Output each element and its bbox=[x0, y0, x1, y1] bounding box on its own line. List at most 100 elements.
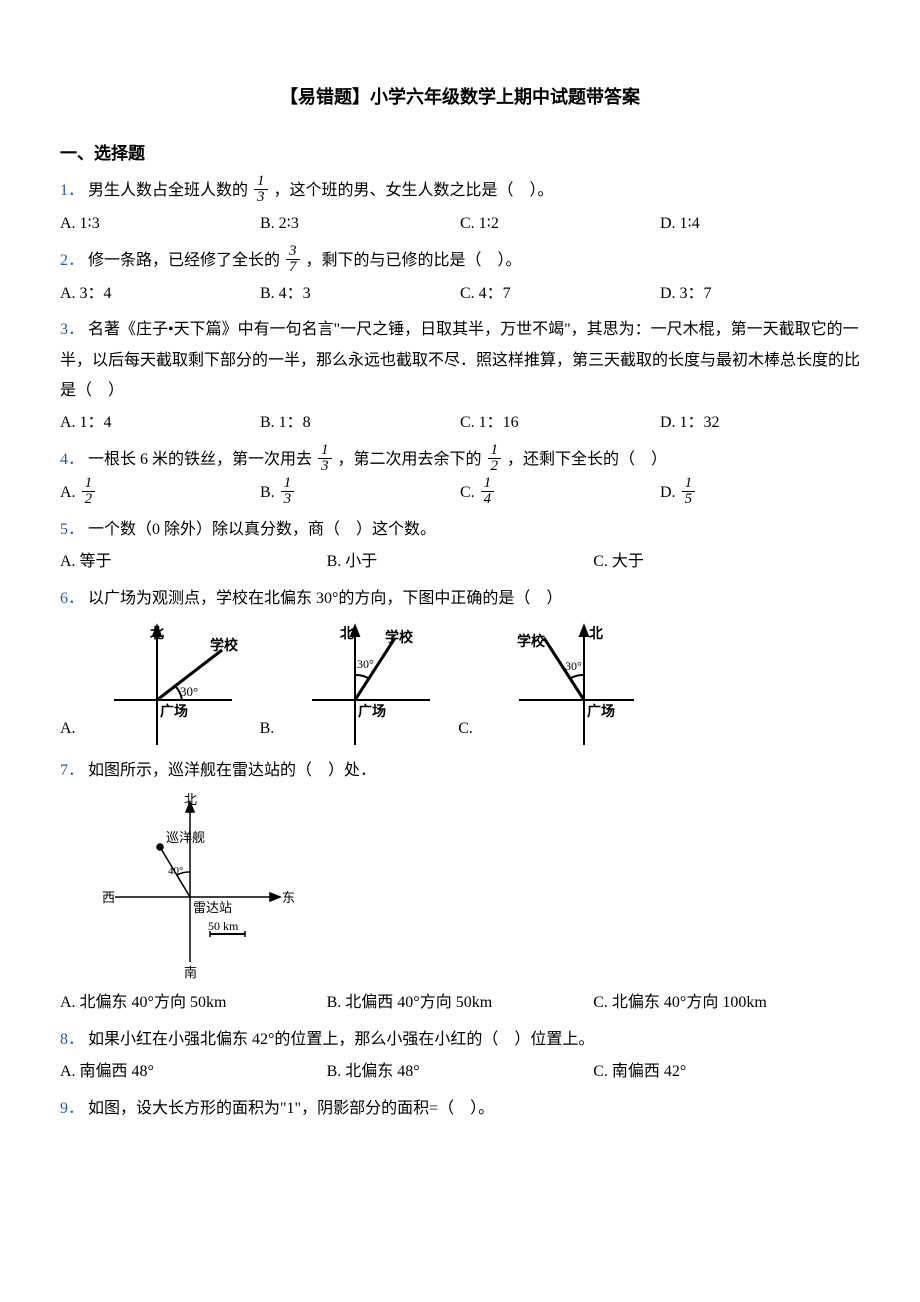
question-8: 8． 如果小红在小强北偏东 42°的位置上，那么小强在小红的（ ）位置上。 bbox=[60, 1025, 860, 1055]
option-a: A. 1∶3 bbox=[60, 209, 260, 239]
q4-text3: ，还剩下全长的（ ） bbox=[507, 451, 667, 468]
question-4: 4． 一根长 6 米的铁丝，第一次用去 1 3 ，第二次用去余下的 1 2 ，还… bbox=[60, 445, 860, 476]
denominator: 5 bbox=[682, 492, 696, 507]
numerator: 1 bbox=[682, 476, 696, 492]
numerator: 1 bbox=[488, 443, 502, 459]
q7-figure: 北 南 东 西 巡洋舰 雷达站 40° 50 km bbox=[100, 792, 860, 982]
option-b: B. 北偏东 48° bbox=[327, 1057, 594, 1087]
denominator: 2 bbox=[82, 492, 96, 507]
svg-text:南: 南 bbox=[184, 965, 197, 980]
q1-text1: 男生人数占全班人数的 bbox=[88, 183, 248, 200]
numerator: 1 bbox=[254, 174, 268, 190]
option-a: A. 3：4 bbox=[60, 279, 260, 309]
denominator: 7 bbox=[286, 260, 300, 275]
numerator: 1 bbox=[481, 476, 495, 492]
q5-text: 一个数（0 除外）除以真分数，商（ ）这个数。 bbox=[88, 521, 436, 538]
option-a: A. 北偏东 40°方向 50km bbox=[60, 988, 327, 1018]
option-c: C. 南偏西 42° bbox=[593, 1057, 860, 1087]
q4-text1: 一根长 6 米的铁丝，第一次用去 bbox=[88, 451, 312, 468]
fraction: 1 2 bbox=[488, 443, 502, 474]
question-7: 7． 如图所示，巡洋舰在雷达站的（ ）处． bbox=[60, 756, 860, 786]
q5-options: A. 等于 B. 小于 C. 大于 bbox=[60, 547, 860, 577]
question-9: 9． 如图，设大长方形的面积为"1"，阴影部分的面积=（ ）。 bbox=[60, 1094, 860, 1124]
svg-text:巡洋舰: 巡洋舰 bbox=[166, 830, 205, 845]
svg-text:雷达站: 雷达站 bbox=[193, 900, 232, 915]
fraction: 1 3 bbox=[318, 443, 332, 474]
option-b-label: B. bbox=[260, 714, 283, 750]
fraction: 1 3 bbox=[254, 174, 268, 205]
option-a: A. 1 2 bbox=[60, 478, 260, 509]
question-3: 3． 名著《庄子•天下篇》中有一句名言"一尺之锤，日取其半，万世不竭"，其思为：… bbox=[60, 315, 860, 406]
q3-text: 名著《庄子•天下篇》中有一句名言"一尺之锤，日取其半，万世不竭"，其思为：一尺木… bbox=[60, 321, 860, 399]
option-c: C. 1：16 bbox=[460, 408, 660, 438]
svg-text:广场: 广场 bbox=[160, 703, 188, 720]
option-b: B. 北偏西 40°方向 50km bbox=[327, 988, 594, 1018]
q6-fig-b: 北 学校 30° 广场 bbox=[300, 620, 440, 750]
qnum: 7． bbox=[60, 762, 84, 779]
q6-fig-c: 北 学校 30° 广场 bbox=[499, 620, 639, 750]
qnum: 6． bbox=[60, 590, 84, 607]
q8-text: 如果小红在小强北偏东 42°的位置上，那么小强在小红的（ ）位置上。 bbox=[88, 1031, 594, 1048]
question-2: 2． 修一条路，已经修了全长的 3 7 ，剩下的与已修的比是（ ）。 bbox=[60, 246, 860, 277]
option-d: D. 1：32 bbox=[660, 408, 860, 438]
svg-text:北: 北 bbox=[150, 626, 164, 642]
svg-text:30°: 30° bbox=[357, 657, 374, 671]
svg-text:北: 北 bbox=[340, 626, 354, 642]
q7-options: A. 北偏东 40°方向 50km B. 北偏西 40°方向 50km C. 北… bbox=[60, 988, 860, 1018]
option-d: D. 1∶4 bbox=[660, 209, 860, 239]
q2-text2: ，剩下的与已修的比是（ ）。 bbox=[306, 252, 522, 269]
svg-text:学校: 学校 bbox=[517, 633, 546, 650]
option-a: A. 南偏西 48° bbox=[60, 1057, 327, 1087]
diagram-c-icon: 北 学校 30° 广场 bbox=[499, 620, 639, 750]
question-5: 5． 一个数（0 除外）除以真分数，商（ ）这个数。 bbox=[60, 515, 860, 545]
option-b: B. 小于 bbox=[327, 547, 594, 577]
q6-figures: A. 北 学校 30° 广场 B. 北 bbox=[60, 620, 860, 750]
option-c: C. 大于 bbox=[593, 547, 860, 577]
option-d: D. 1 5 bbox=[660, 478, 860, 509]
q9-text: 如图，设大长方形的面积为"1"，阴影部分的面积=（ ）。 bbox=[88, 1100, 494, 1117]
numerator: 1 bbox=[281, 476, 295, 492]
option-c: C. 4：7 bbox=[460, 279, 660, 309]
option-b: B. 1：8 bbox=[260, 408, 460, 438]
qnum: 8． bbox=[60, 1031, 84, 1048]
option-b: B. 2∶3 bbox=[260, 209, 460, 239]
q6-text: 以广场为观测点，学校在北偏东 30°的方向，下图中正确的是（ ） bbox=[88, 590, 562, 607]
option-a: A. 等于 bbox=[60, 547, 327, 577]
option-c: C. 北偏东 40°方向 100km bbox=[593, 988, 860, 1018]
svg-text:东: 东 bbox=[282, 890, 295, 905]
q2-options: A. 3：4 B. 4：3 C. 4：7 D. 3：7 bbox=[60, 279, 860, 309]
q7-text: 如图所示，巡洋舰在雷达站的（ ）处． bbox=[88, 762, 376, 779]
numerator: 1 bbox=[318, 443, 332, 459]
opt-prefix: C. bbox=[460, 484, 479, 501]
option-a: A. 1：4 bbox=[60, 408, 260, 438]
q8-options: A. 南偏西 48° B. 北偏东 48° C. 南偏西 42° bbox=[60, 1057, 860, 1087]
option-d: D. 3：7 bbox=[660, 279, 860, 309]
qnum: 4． bbox=[60, 451, 84, 468]
section-heading: 一、选择题 bbox=[60, 138, 860, 170]
option-b: B. 1 3 bbox=[260, 478, 460, 509]
denominator: 3 bbox=[254, 190, 268, 205]
fraction: 1 5 bbox=[682, 476, 696, 507]
option-c: C. 1 4 bbox=[460, 478, 660, 509]
fraction: 1 4 bbox=[481, 476, 495, 507]
qnum: 9． bbox=[60, 1100, 84, 1117]
q1-options: A. 1∶3 B. 2∶3 C. 1∶2 D. 1∶4 bbox=[60, 209, 860, 239]
question-6: 6． 以广场为观测点，学校在北偏东 30°的方向，下图中正确的是（ ） bbox=[60, 584, 860, 614]
option-b: B. 4：3 bbox=[260, 279, 460, 309]
qnum: 3． bbox=[60, 321, 84, 338]
svg-text:学校: 学校 bbox=[385, 629, 414, 646]
question-1: 1． 男生人数占全班人数的 1 3 ，这个班的男、女生人数之比是（ ）。 bbox=[60, 176, 860, 207]
svg-text:40°: 40° bbox=[168, 865, 183, 877]
denominator: 2 bbox=[488, 459, 502, 474]
svg-text:广场: 广场 bbox=[587, 703, 615, 720]
opt-prefix: A. bbox=[60, 484, 80, 501]
fraction: 1 2 bbox=[82, 476, 96, 507]
fraction: 1 3 bbox=[281, 476, 295, 507]
numerator: 3 bbox=[286, 244, 300, 260]
q4-options: A. 1 2 B. 1 3 C. 1 4 D. 1 5 bbox=[60, 478, 860, 509]
svg-text:广场: 广场 bbox=[358, 703, 386, 720]
q2-text1: 修一条路，已经修了全长的 bbox=[88, 252, 280, 269]
svg-text:北: 北 bbox=[589, 626, 603, 642]
radar-diagram-icon: 北 南 东 西 巡洋舰 雷达站 40° 50 km bbox=[100, 792, 300, 982]
option-a-label: A. bbox=[60, 714, 84, 750]
